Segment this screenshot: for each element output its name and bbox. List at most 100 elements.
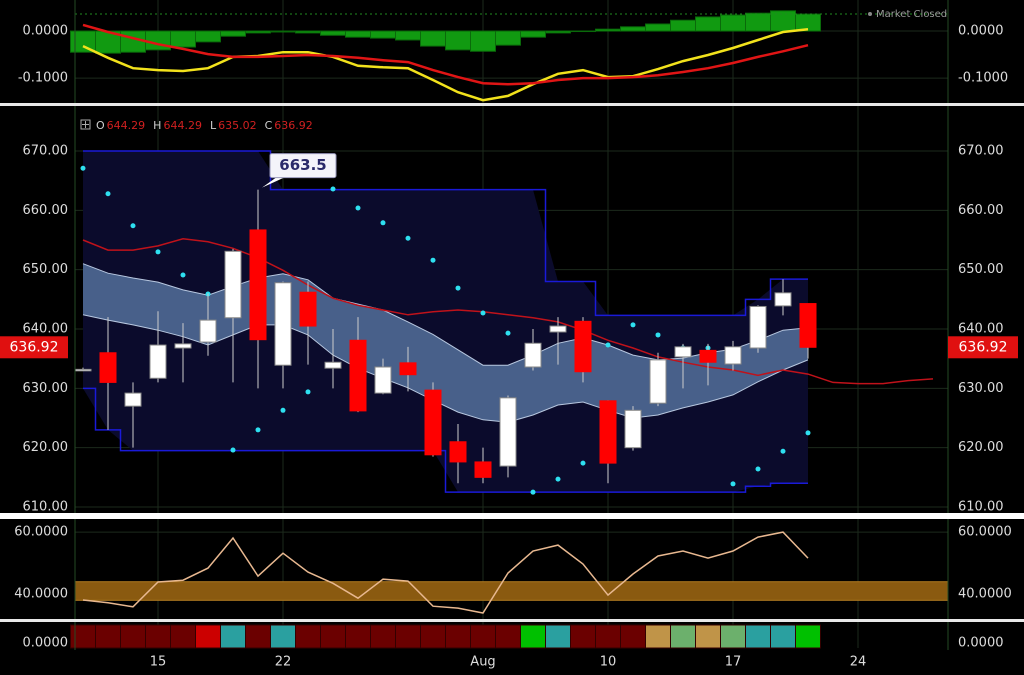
- y-tick-label: 0.0000: [958, 636, 1004, 651]
- candle-body: [674, 346, 692, 358]
- candle-body: [474, 461, 492, 478]
- histogram-bar: [320, 30, 346, 36]
- sar-dot: [605, 342, 611, 348]
- histogram-bar: [495, 30, 521, 46]
- band-lower: [82, 314, 809, 423]
- y-tick-label: 640.00: [23, 322, 69, 337]
- moving-average: [82, 238, 934, 385]
- y-tick-label: 60.0000: [958, 525, 1012, 540]
- histogram-bar: [345, 30, 371, 38]
- candle-body: [274, 282, 292, 366]
- sar-dot: [555, 476, 561, 482]
- callout-label: 663.5: [279, 156, 326, 174]
- strip-cell: [395, 624, 421, 649]
- candle-body: [99, 352, 117, 383]
- legend-key: C: [265, 119, 273, 132]
- y-tick-label: 650.00: [958, 262, 1004, 277]
- histogram-bar: [120, 30, 146, 53]
- sar-dot: [255, 427, 261, 433]
- sar-dot: [355, 205, 361, 211]
- y-tick-label: 650.00: [23, 262, 69, 277]
- strip-cell: [670, 624, 696, 649]
- strip-cell: [570, 624, 596, 649]
- strip-cell: [120, 624, 146, 649]
- y-tick-label: -0.1000: [958, 71, 1008, 86]
- y-tick-label: 660.00: [958, 203, 1004, 218]
- sar-dot: [755, 466, 761, 472]
- strip-cell: [195, 624, 221, 649]
- histogram-bar: [395, 30, 421, 41]
- y-tick-label: 620.00: [958, 440, 1004, 455]
- histogram-bar: [595, 28, 621, 32]
- sar-dot: [230, 447, 236, 453]
- candle-body: [724, 346, 742, 365]
- status: Market Closed: [876, 9, 947, 20]
- histogram-bar: [545, 30, 571, 34]
- sar-dot: [480, 310, 486, 316]
- strip-cell: [645, 624, 671, 649]
- sar-dot: [630, 322, 636, 328]
- sar-dot: [780, 448, 786, 454]
- histogram-bar: [445, 30, 471, 51]
- strip-cell: [95, 624, 121, 649]
- strip-cell: [695, 624, 721, 649]
- candle-body: [249, 229, 267, 341]
- strip-cell: [770, 624, 796, 649]
- overlay-layer: 15 22 Aug 10 17 24 0.0000 0.0000 -0.1000 -0.1000 6…: [0, 24, 1018, 670]
- candle-body: [299, 291, 317, 327]
- legend-value: 644.29: [163, 119, 202, 132]
- candle-body: [324, 361, 342, 369]
- candle-body: [624, 409, 642, 449]
- candle-body: [499, 397, 517, 467]
- channel-upper: [83, 150, 808, 317]
- strip-cell: [470, 624, 496, 649]
- sar-dot: [280, 407, 286, 413]
- y-tick-label: 0.0000: [23, 24, 69, 39]
- sar-dot: [130, 223, 136, 229]
- candle-body: [124, 392, 142, 407]
- histogram-bar: [695, 16, 721, 32]
- strip-cell: [345, 624, 371, 649]
- candle-body: [149, 344, 167, 379]
- histogram-bar: [645, 23, 671, 32]
- y-tick-label: 620.00: [23, 440, 69, 455]
- strip-cell: [520, 624, 546, 649]
- candle-body: [224, 250, 242, 319]
- histogram-bar: [745, 12, 771, 32]
- candle-body: [349, 339, 367, 412]
- sar-dot: [105, 191, 111, 197]
- sar-dot: [805, 430, 811, 436]
- y-tick-label: 610.00: [23, 500, 69, 515]
- plot-layer: [70, 10, 949, 649]
- histogram-bar: [220, 30, 246, 37]
- legend-key: H: [153, 119, 161, 132]
- candle-body: [774, 292, 792, 307]
- histogram-bar: [370, 30, 396, 39]
- strip-cell: [320, 624, 346, 649]
- histogram-bar: [195, 30, 221, 43]
- candle-body: [549, 325, 567, 333]
- histogram-bar: [620, 26, 646, 32]
- x-tick-label: 17: [725, 655, 742, 670]
- strip-cell: [245, 624, 271, 649]
- line: [82, 23, 809, 86]
- y-tick-label: 630.00: [23, 381, 69, 396]
- strip-cell: [445, 624, 471, 649]
- candle-body: [749, 305, 767, 349]
- legend-key: O: [96, 119, 105, 132]
- histogram-bar: [520, 30, 546, 38]
- separator: [0, 103, 1024, 106]
- sar-dot: [530, 489, 536, 495]
- y-tick-label: -0.1000: [18, 71, 68, 86]
- sar-dot: [380, 220, 386, 226]
- callout-pointer: [262, 177, 284, 188]
- strip-cell: [720, 624, 746, 649]
- x-tick-label: 24: [850, 655, 867, 670]
- y-tick-label: 630.00: [958, 381, 1004, 396]
- candle-body: [74, 368, 92, 372]
- strip-cell: [545, 624, 571, 649]
- candle-body: [199, 319, 217, 343]
- legend-icon[interactable]: [80, 119, 91, 130]
- price-tag: [0, 336, 68, 359]
